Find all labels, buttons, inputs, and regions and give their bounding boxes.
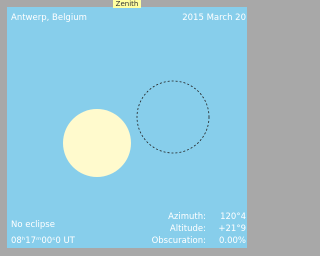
status: No eclipse	[11, 220, 55, 230]
zenith-label: Zenith	[116, 0, 139, 8]
obscuration: 0.00%	[219, 236, 246, 246]
altitude: +21°9	[218, 224, 246, 234]
azimuth: 120°4	[220, 212, 246, 222]
obscuration-label: Obscuration:	[152, 236, 206, 246]
eclipse-view: Zenith Antwerp, Belgium 2015 March 20 No…	[0, 0, 250, 256]
time: 08ʰ17ᵐ00ˢ0 UT	[11, 236, 76, 246]
date: 2015 March 20	[182, 13, 246, 23]
altitude-label: Altitude:	[170, 224, 206, 234]
location: Antwerp, Belgium	[11, 13, 87, 23]
sun	[63, 109, 131, 177]
azimuth-label: Azimuth:	[168, 212, 206, 222]
page: {"view": {"zenith": "Zenith", "location"…	[0, 0, 250, 256]
